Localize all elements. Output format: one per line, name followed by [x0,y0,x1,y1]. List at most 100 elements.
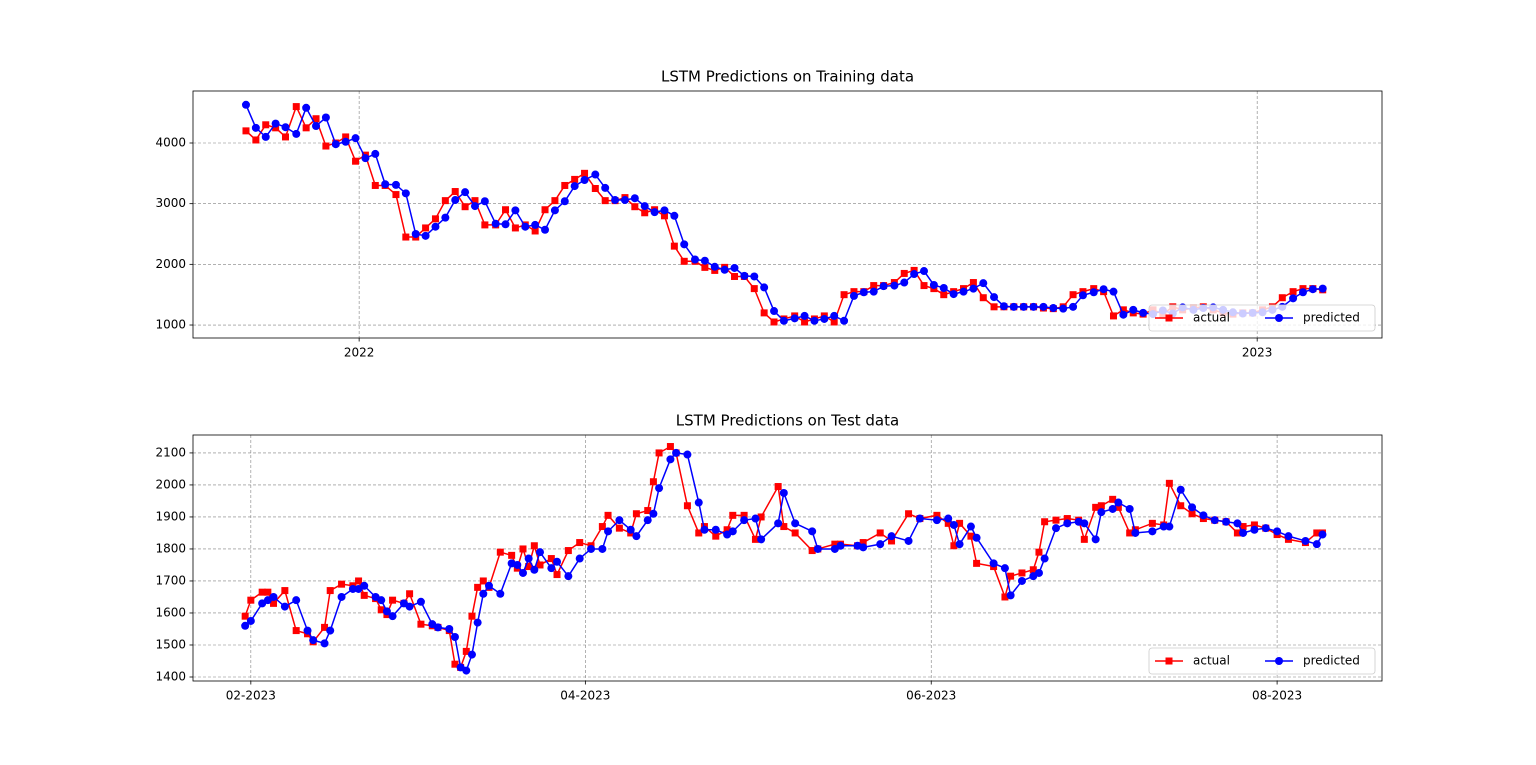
marker [1261,524,1270,533]
marker [1188,503,1197,512]
marker [401,189,410,198]
marker [956,519,964,527]
marker [462,647,470,655]
marker [551,197,559,205]
series [241,100,1327,325]
series-line [244,445,1323,669]
marker [770,307,779,316]
marker [461,203,469,211]
marker [450,632,459,641]
y-tick-label: 2000 [155,257,186,271]
marker [1119,306,1127,314]
y-tick-label: 2000 [155,477,186,491]
marker [808,527,817,536]
marker [1114,498,1123,507]
marker [508,551,516,559]
marker [731,272,739,280]
marker [1006,591,1015,600]
marker [342,133,350,141]
marker [1126,529,1134,537]
y-tick-label: 1700 [155,573,186,587]
marker [501,220,510,229]
marker [352,157,360,165]
marker [601,183,610,192]
marker [870,282,878,290]
marker [598,544,607,553]
marker [626,525,635,534]
marker [303,626,312,635]
marker [417,620,425,628]
marker [431,222,440,231]
x-tick-label: 02-2023 [226,689,276,703]
marker [694,498,703,507]
legend-label: actual [1193,654,1230,668]
marker [1017,576,1026,585]
axes: LSTM Predictions on Test data 1400 1500 160… [155,412,1383,703]
marker [264,588,272,596]
series-line [245,104,1323,324]
legend-label: predicted [1303,311,1360,325]
marker [242,127,250,135]
marker [480,197,489,206]
marker [468,612,476,620]
marker [904,536,913,545]
marker [441,197,449,205]
marker [1029,302,1038,311]
marker [944,519,952,527]
marker [1097,508,1106,517]
marker [1108,504,1117,513]
marker [326,626,335,635]
marker [932,516,941,525]
marker [630,194,639,203]
marker [933,511,941,519]
marker [496,589,505,598]
marker [560,197,569,206]
marker [518,568,527,577]
marker [1239,528,1248,537]
marker [791,529,799,537]
marker [381,180,390,189]
marker [801,318,809,326]
marker [513,560,522,569]
marker [728,527,737,536]
x-tick-label: 08-2023 [1252,689,1302,703]
marker [859,539,867,547]
marker [700,525,709,534]
marker [1063,519,1072,528]
marker [1165,522,1174,531]
marker [779,316,788,325]
marker [575,554,584,563]
marker [1099,285,1108,294]
marker [1089,288,1098,297]
marker [967,532,975,540]
marker [888,537,896,545]
marker [820,314,829,323]
marker [474,583,482,591]
marker [1278,294,1286,302]
y-tick-label: 1000 [155,318,186,332]
x-tick-label: 2023 [1242,346,1273,360]
marker [377,606,385,614]
marker [920,282,928,290]
marker [990,293,999,302]
marker [530,565,539,574]
marker [292,596,301,605]
marker [1059,304,1068,313]
marker [547,564,556,573]
marker [808,547,816,555]
marker [536,548,545,557]
marker [281,133,289,141]
marker [655,449,663,457]
legend: actual predicted [1148,304,1376,332]
series [242,103,1327,326]
marker [723,526,731,534]
marker [850,288,858,296]
marker [959,287,968,296]
marker [1233,519,1242,528]
marker [1069,302,1078,311]
marker [649,509,658,518]
marker [757,535,766,544]
marker [541,206,549,214]
legend-box [1148,304,1376,332]
